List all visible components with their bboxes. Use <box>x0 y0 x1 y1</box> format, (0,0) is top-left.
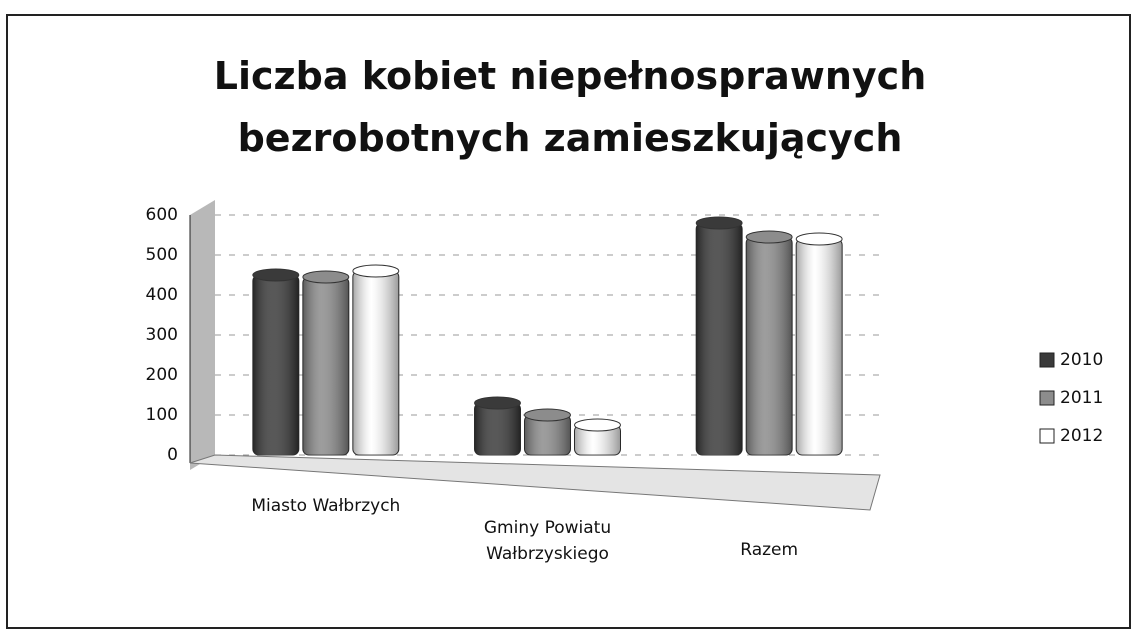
bar-shade <box>474 403 521 455</box>
frame <box>6 14 1131 629</box>
bar-shade <box>302 277 349 455</box>
back-wall <box>190 200 215 470</box>
bar-top <box>352 264 400 278</box>
bar-shade <box>796 239 843 455</box>
bar-top <box>302 270 350 284</box>
legend-label: 2011 <box>1060 388 1103 408</box>
x-tick-label: Miasto Wałbrzych <box>251 496 401 516</box>
legend-swatch <box>1039 428 1055 444</box>
y-tick-label: 600 <box>146 205 178 225</box>
bar-top <box>474 396 521 410</box>
bar-shade <box>574 425 621 455</box>
y-tick-label: 300 <box>146 325 178 345</box>
bar-top <box>524 408 571 422</box>
y-tick-label: 400 <box>146 285 178 305</box>
floor <box>189 454 881 511</box>
legend-label: 2012 <box>1060 426 1103 446</box>
y-tick-label: 100 <box>146 405 178 425</box>
bar-top <box>745 230 793 244</box>
x-tick-label: Razem <box>740 540 799 560</box>
legend-swatch <box>1039 352 1055 368</box>
bar-top <box>695 216 743 230</box>
y-tick-label: 500 <box>146 245 178 265</box>
bar-shade <box>696 223 743 455</box>
bar-shade <box>252 275 299 455</box>
bar-top <box>574 418 621 432</box>
bar-top <box>252 268 300 282</box>
chart-title: Liczba kobiet niepełnosprawnych bezrobot… <box>213 54 927 160</box>
legend-swatch <box>1039 390 1055 406</box>
y-tick-label: 200 <box>146 365 178 385</box>
bar-shade <box>746 237 793 455</box>
legend-label: 2010 <box>1060 350 1103 370</box>
x-tick-label: Gminy Powiatu Wałbrzyskiego <box>483 518 612 564</box>
bar-top <box>795 232 843 246</box>
bar-shade <box>524 415 571 455</box>
bar-shade <box>352 271 399 455</box>
y-tick-label: 0 <box>167 445 178 465</box>
